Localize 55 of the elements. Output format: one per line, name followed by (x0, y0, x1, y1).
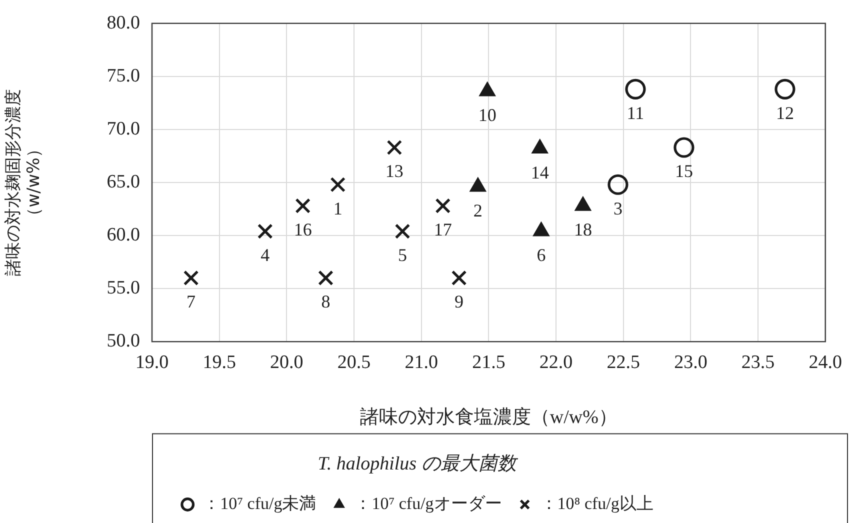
point (774, 78, 796, 100)
annotation: 4 (260, 245, 270, 266)
x-tick-label: 24.0 (808, 352, 842, 373)
x-tick-label: 20.0 (270, 352, 304, 373)
annotation: 7 (186, 292, 196, 312)
legend-label: ：10⁷ cfu/g未満 (203, 494, 316, 513)
legend-label: ：10⁷ cfu/gオーダー (354, 494, 502, 513)
x-tick-label: 21.5 (472, 352, 506, 373)
y-axis-title: 諸味の対水麹固形分濃度（w/w%） (4, 89, 44, 276)
x-tick-label: 22.0 (539, 352, 573, 373)
annotation: 8 (321, 292, 330, 312)
point (257, 224, 273, 239)
annotation: 17 (434, 220, 452, 240)
x-tick-label: 19.5 (202, 352, 236, 373)
point (394, 224, 410, 239)
point (435, 198, 451, 214)
annotation: 12 (776, 102, 794, 123)
annotation: 3 (613, 198, 622, 218)
y-tick-label: 60.0 (106, 224, 140, 246)
annotation: 1 (333, 198, 342, 218)
x-tick-label: 19.0 (135, 352, 169, 373)
legend-title: T. halophilus の最大菌数 (318, 454, 518, 475)
y-tick-label: 50.0 (106, 330, 140, 352)
annotation: 16 (294, 220, 312, 240)
y-tick-label: 65.0 (106, 171, 140, 192)
point (608, 174, 628, 195)
point (295, 198, 310, 214)
x-axis-title: 諸味の対水食塩濃度（w/w%） (360, 406, 618, 428)
x-tick-label: 20.5 (337, 352, 371, 373)
y-tick-label: 80.0 (106, 12, 140, 34)
y-tick-label: 70.0 (106, 118, 140, 140)
annotation: 13 (385, 161, 404, 182)
point (451, 270, 467, 286)
annotation: 10 (478, 105, 496, 126)
annotation: 14 (530, 162, 549, 182)
legend-label: ：10⁸ cfu/g以上 (540, 494, 654, 513)
x-tick-label: 23.0 (674, 352, 708, 373)
point (330, 176, 346, 192)
point (318, 270, 334, 286)
annotation: 6 (536, 245, 546, 266)
annotation: 18 (574, 220, 592, 240)
annotation: 2 (473, 200, 482, 220)
x-tick-label: 22.5 (606, 352, 640, 373)
annotation: 5 (398, 245, 407, 266)
x-tick-label: 21.0 (404, 352, 438, 373)
x-tick-label: 23.5 (741, 352, 775, 373)
y-tick-label: 55.0 (106, 278, 140, 299)
y-tick-label: 75.0 (106, 65, 140, 86)
annotation: 9 (454, 292, 464, 312)
point (183, 270, 199, 286)
point (386, 140, 402, 156)
annotation: 11 (626, 102, 644, 123)
point (625, 78, 646, 100)
point (674, 137, 694, 158)
annotation: 15 (674, 161, 693, 182)
